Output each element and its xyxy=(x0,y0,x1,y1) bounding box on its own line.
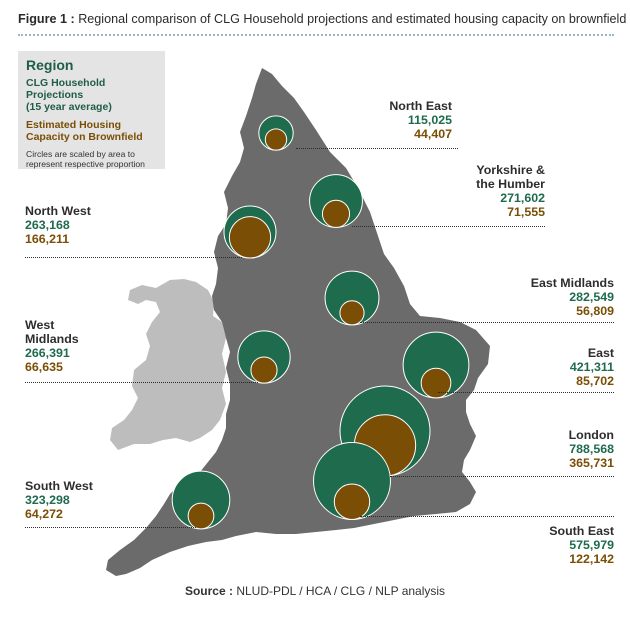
region-label-yorkshire: Yorkshire & the Humber 271,602 71,555 xyxy=(476,163,545,219)
household-value-south-west: 323,298 xyxy=(25,493,70,507)
household-value-north-east: 115,025 xyxy=(407,113,452,127)
region-label-south-west: South West 323,298 64,272 xyxy=(25,479,93,521)
figure-title: Figure 1 : Regional comparison of CLG Ho… xyxy=(18,12,630,26)
region-name-yorkshire-2: the Humber xyxy=(476,177,545,191)
legend-brownfield-label: Estimated Housing Capacity on Brownfield xyxy=(26,119,157,143)
brownfield-circle-north-west xyxy=(228,216,272,259)
household-value-south-east: 575,979 xyxy=(569,538,614,552)
wales-shape xyxy=(110,279,226,450)
brownfield-value-south-west: 64,272 xyxy=(25,507,63,521)
leader-line-east xyxy=(438,392,614,393)
brownfield-value-north-west: 166,211 xyxy=(25,232,70,246)
region-name-east: East xyxy=(587,346,614,360)
brownfield-value-north-east: 44,407 xyxy=(414,127,452,141)
region-name-north-east: North East xyxy=(389,99,452,113)
household-value-east-midlands: 282,549 xyxy=(569,290,614,304)
region-name-london: London xyxy=(568,428,614,442)
legend-household-line2: (15 year average) xyxy=(26,101,112,113)
circle-group-west-midlands xyxy=(237,330,291,384)
figure-label: Figure 1 : xyxy=(18,12,75,26)
region-label-east-midlands: East Midlands 282,549 56,809 xyxy=(531,276,614,318)
household-value-yorkshire: 271,602 xyxy=(500,191,545,205)
title-divider xyxy=(18,34,614,36)
brownfield-circle-east xyxy=(420,367,452,399)
brownfield-value-yorkshire: 71,555 xyxy=(507,205,545,219)
leader-line-south-west xyxy=(25,527,196,528)
source-text: NLUD-PDL / HCA / CLG / NLP analysis xyxy=(236,584,446,598)
region-label-west-midlands: West Midlands 266,391 66,635 xyxy=(25,318,79,374)
region-label-north-west: North West 263,168 166,211 xyxy=(25,204,91,246)
household-value-west-midlands: 266,391 xyxy=(25,346,70,360)
circle-group-east-midlands xyxy=(324,270,380,326)
leader-line-yorkshire xyxy=(352,226,545,227)
brownfield-value-east-midlands: 56,809 xyxy=(576,304,614,318)
figure-title-text: Regional comparison of CLG Household pro… xyxy=(78,12,630,26)
leader-line-north-west xyxy=(25,257,242,258)
brownfield-value-south-east: 122,142 xyxy=(569,552,614,566)
brownfield-value-west-midlands: 66,635 xyxy=(25,360,63,374)
legend-household-label: CLG Household Projections (15 year avera… xyxy=(26,77,157,113)
region-name-west-midlands-1: West xyxy=(25,318,55,332)
brownfield-value-east: 85,702 xyxy=(576,374,614,388)
region-name-north-west: North West xyxy=(25,204,91,218)
leader-line-east-midlands xyxy=(360,322,614,323)
brownfield-circle-south-west xyxy=(187,502,215,530)
household-value-north-west: 263,168 xyxy=(25,218,70,232)
region-label-north-east: North East 115,025 44,407 xyxy=(389,99,452,141)
leader-line-north-east xyxy=(296,148,458,149)
legend-brownfield-line1: Estimated Housing xyxy=(26,119,122,131)
region-name-yorkshire-1: Yorkshire & xyxy=(476,163,545,177)
legend-household-line1: CLG Household Projections xyxy=(26,77,106,101)
region-name-east-midlands: East Midlands xyxy=(530,276,614,290)
brownfield-value-london: 365,731 xyxy=(569,456,614,470)
region-label-east: East 421,311 85,702 xyxy=(570,346,614,388)
brownfield-circle-yorkshire xyxy=(321,199,351,228)
household-value-east: 421,311 xyxy=(569,360,614,374)
region-label-south-east: South East 575,979 122,142 xyxy=(549,524,614,566)
legend-brownfield-line2: Capacity on Brownfield xyxy=(26,131,143,143)
circle-group-east xyxy=(402,331,470,399)
legend-note: Circles are scaled by area to represent … xyxy=(26,149,157,169)
legend-box: Region CLG Household Projections (15 yea… xyxy=(18,51,165,169)
leader-line-london xyxy=(390,476,614,477)
source-note: Source : NLUD-PDL / HCA / CLG / NLP anal… xyxy=(0,584,630,598)
region-name-south-west: South West xyxy=(25,479,93,493)
region-name-south-east: South East xyxy=(549,524,614,538)
brownfield-circle-east-midlands xyxy=(339,300,365,326)
legend-note-line2: represent respective proportion xyxy=(26,159,145,169)
source-label: Source : xyxy=(184,584,233,598)
household-value-london: 788,568 xyxy=(569,442,614,456)
circle-group-yorkshire xyxy=(309,174,363,228)
brownfield-circle-west-midlands xyxy=(250,356,278,384)
leader-line-south-east xyxy=(360,516,614,517)
circle-group-north-west xyxy=(223,205,277,259)
legend-heading: Region xyxy=(26,57,74,73)
circle-group-north-east xyxy=(258,115,294,151)
circle-group-south-west xyxy=(171,470,231,530)
brownfield-circle-south-east xyxy=(333,483,371,520)
brownfield-circle-north-east xyxy=(264,128,288,151)
circle-group-south-east xyxy=(313,442,391,520)
leader-line-west-midlands xyxy=(25,382,258,383)
region-label-london: London 788,568 365,731 xyxy=(569,428,614,470)
region-name-west-midlands-2: Midlands xyxy=(25,332,79,346)
legend-note-line1: Circles are scaled by area to xyxy=(26,149,135,159)
